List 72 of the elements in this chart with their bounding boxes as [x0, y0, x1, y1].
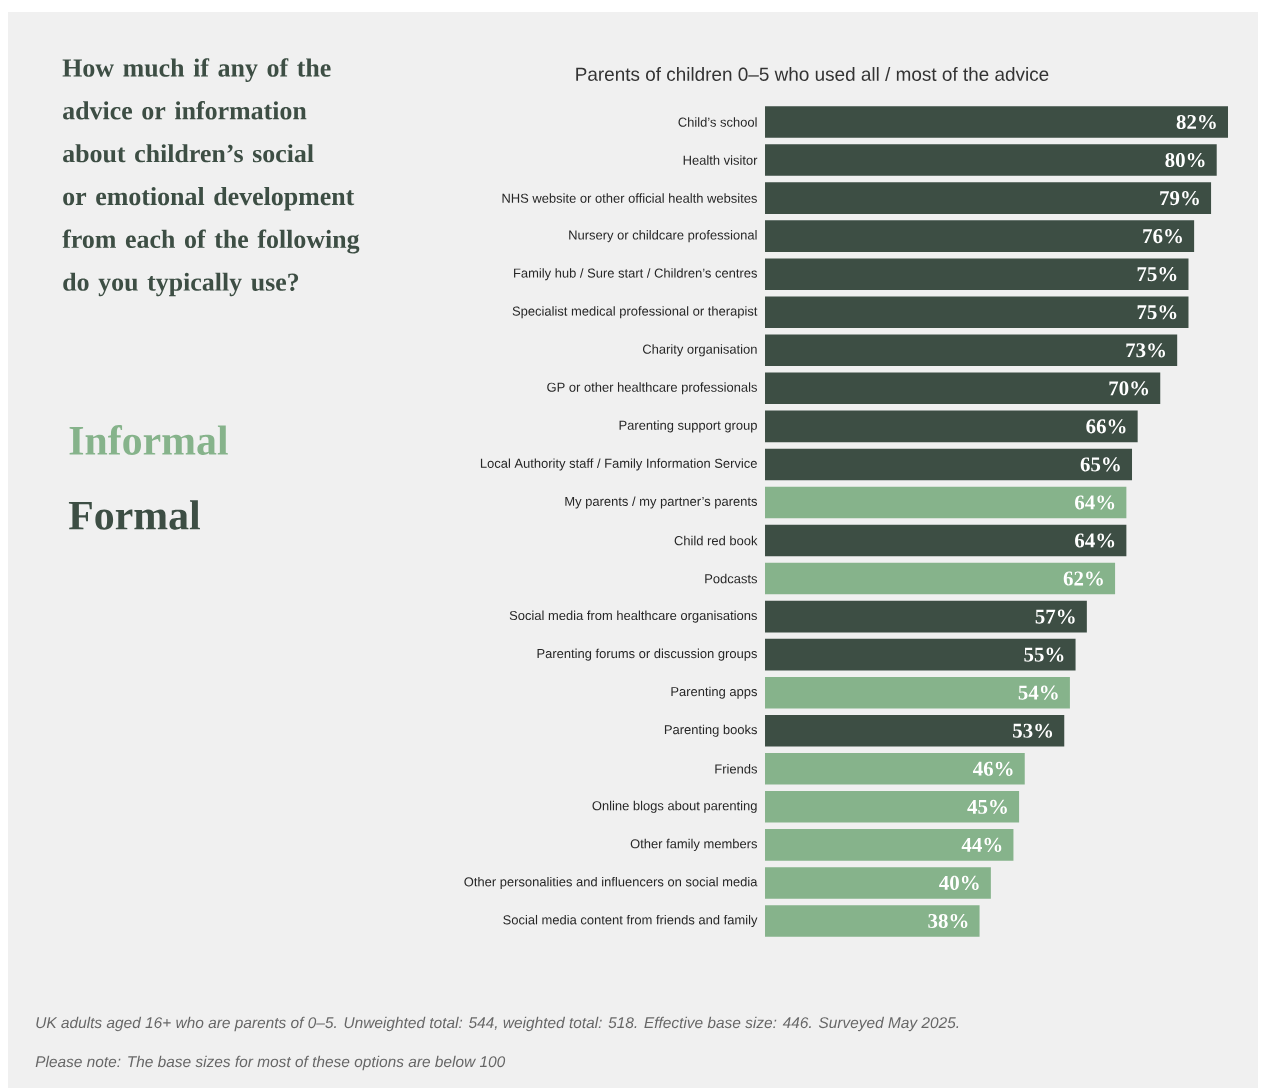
- bar: [765, 714, 1065, 747]
- data-label: 44%: [961, 837, 1002, 852]
- y-tick-label: Other personalities and influencers on social media: [464, 876, 758, 889]
- bar: [765, 676, 1070, 709]
- y-tick-label: Social media from healthcare organisations: [509, 610, 757, 623]
- y-tick-label: Podcasts: [705, 573, 758, 584]
- chart-subtitle: Parents of children 0–5 who used all / most of the advice: [576, 67, 1049, 81]
- bar: [765, 753, 1025, 785]
- y-tick-label: Nursery or childcare professional: [569, 230, 757, 243]
- y-tick-label: Charity organisation: [642, 344, 757, 357]
- data-label: 79%: [1160, 191, 1199, 206]
- y-tick-label: Parenting forums or discussion groups: [537, 648, 757, 661]
- data-label: 66%: [1086, 419, 1126, 434]
- data-label: 45%: [967, 799, 1007, 814]
- y-tick-label: Online blogs about parenting: [592, 800, 757, 813]
- data-label: 65%: [1080, 457, 1120, 472]
- y-tick-label: Parenting support group: [619, 420, 757, 433]
- data-label: 70%: [1109, 381, 1149, 396]
- data-label: 57%: [1035, 609, 1075, 624]
- bar: [765, 334, 1178, 367]
- text: Formal: [68, 500, 200, 530]
- y-tick-label: Health visitor: [683, 155, 758, 165]
- bar: [765, 144, 1217, 176]
- y-tick-label: My parents / my partner’s parents: [565, 496, 758, 509]
- bar: [765, 524, 1127, 557]
- text: How much if any of the advice or information about children’s social or emotional development from each of the following do you typically use?: [62, 58, 360, 297]
- y-tick-label: NHS website or other official health websites: [502, 193, 757, 203]
- data-label: 73%: [1126, 343, 1166, 358]
- bar: [765, 410, 1138, 443]
- y-tick-label: Parenting apps: [671, 686, 757, 699]
- bar: [765, 791, 1020, 823]
- bar: [765, 106, 1229, 138]
- bar: [765, 867, 991, 899]
- data-label: 76%: [1143, 229, 1182, 244]
- bar: [765, 829, 1014, 861]
- data-label: 40%: [939, 875, 979, 891]
- y-tick-label: GP or other healthcare professionals: [547, 382, 757, 395]
- y-tick-label: Friends: [715, 764, 758, 774]
- text: UK adults aged 16+ who are parents of 0–5. Unweighted total: 544, weighted total: 518. Effective base size: 446. Surveyed May 2025.: [36, 1016, 959, 1032]
- bar: [765, 562, 1116, 595]
- y-tick-label: Child red book: [674, 535, 758, 546]
- bar: [765, 258, 1189, 290]
- data-label: 53%: [1013, 723, 1053, 738]
- y-tick-label: Other family members: [630, 838, 758, 851]
- data-label: 54%: [1018, 685, 1058, 700]
- data-label: 75%: [1137, 267, 1177, 282]
- bar: [765, 486, 1127, 519]
- y-tick-label: Family hub / Sure start / Children’s centres: [514, 268, 757, 281]
- bar: [765, 448, 1133, 481]
- data-label: 46%: [972, 761, 1013, 776]
- y-tick-label: Child’s school: [678, 117, 757, 127]
- data-label: 80%: [1165, 152, 1205, 168]
- y-tick-label: Social media content from friends and family: [503, 914, 758, 928]
- data-label: 62%: [1063, 571, 1103, 586]
- bar: [765, 372, 1161, 405]
- bar: [765, 905, 980, 937]
- bar: [765, 638, 1076, 671]
- text: Please note: The base sizes for most of these options are below 100: [35, 1055, 506, 1071]
- bar: [765, 600, 1087, 633]
- bar: [765, 220, 1195, 252]
- bar: [765, 296, 1189, 329]
- data-label: 55%: [1024, 647, 1064, 662]
- data-label: 38%: [928, 913, 968, 929]
- data-label: 75%: [1137, 305, 1177, 320]
- y-tick-label: Parenting books: [664, 724, 757, 737]
- data-label: 82%: [1176, 114, 1216, 130]
- data-label: 64%: [1075, 533, 1115, 548]
- bar: [765, 182, 1212, 214]
- text: Informal: [69, 425, 228, 455]
- data-label: 64%: [1075, 495, 1115, 510]
- y-tick-label: Specialist medical professional or therapist: [512, 306, 758, 319]
- y-tick-label: Local Authority staff / Family Information Service: [480, 458, 757, 471]
